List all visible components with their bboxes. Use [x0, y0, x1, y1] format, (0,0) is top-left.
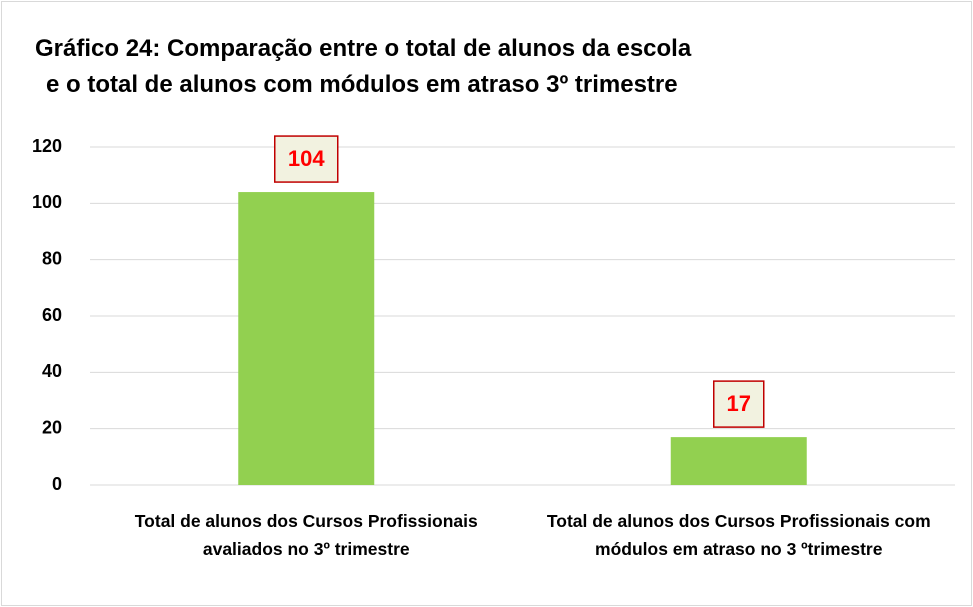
chart-title: e o total de alunos com módulos em atras…	[46, 71, 678, 98]
y-tick-label: 0	[52, 474, 62, 494]
y-tick-label: 100	[32, 192, 62, 212]
y-tick-label: 20	[42, 417, 62, 437]
y-tick-label: 60	[42, 305, 62, 325]
bar	[670, 437, 807, 485]
y-tick-label: 120	[32, 136, 62, 156]
bar	[238, 192, 375, 486]
value-label: 104	[288, 146, 325, 171]
x-tick-label: Total de alunos dos Cursos Profissionais…	[134, 511, 478, 559]
x-tick-label: Total de alunos dos Cursos Profissionais…	[546, 511, 931, 559]
y-tick-label: 80	[42, 248, 62, 268]
y-tick-label: 40	[42, 361, 62, 381]
chart-title: Gráfico 24: Comparação entre o total de …	[35, 35, 692, 62]
value-label: 17	[727, 391, 751, 416]
value-label-box	[274, 135, 339, 183]
value-label-box	[713, 380, 765, 428]
